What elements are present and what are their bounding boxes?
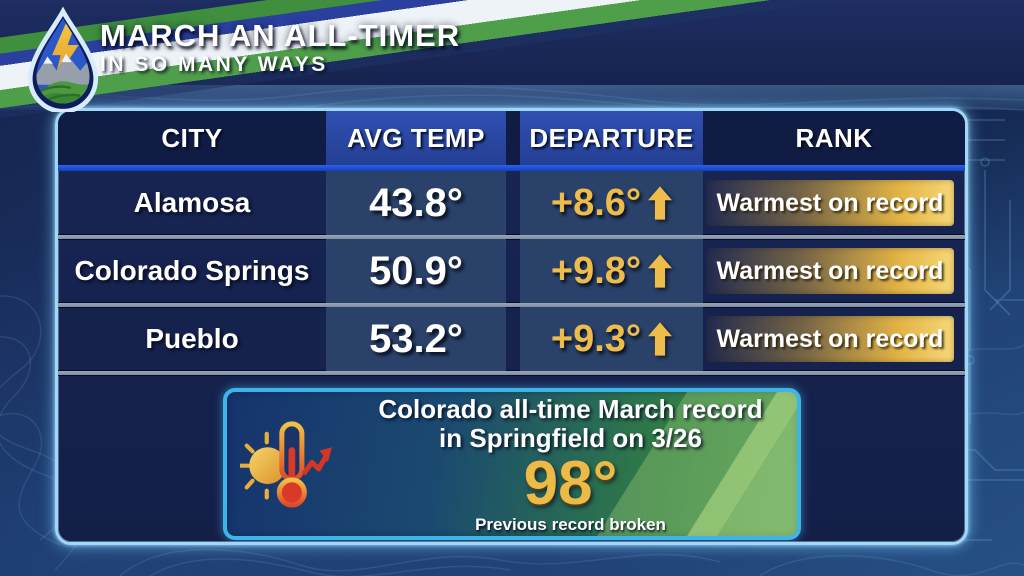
column-gap: [506, 307, 520, 371]
up-arrow-icon: [648, 254, 673, 288]
callout-line1: Colorado all-time March record: [378, 394, 763, 425]
record-temperature-value: 98°: [523, 448, 618, 518]
table-row-colorado-springs: Colorado Springs 50.9° +9.8° Warmest on …: [58, 239, 965, 303]
callout-icon-wrap: [227, 412, 345, 516]
column-header-city: CITY: [58, 111, 326, 165]
callout-text-block: Colorado all-time March record in Spring…: [345, 395, 797, 534]
header-banner: [0, 0, 1024, 142]
weather-drop-lightning-icon: [27, 6, 99, 112]
avg-temp-value: 53.2°: [369, 316, 463, 361]
rank-label: Warmest on record: [716, 324, 944, 353]
rank-label: Warmest on record: [716, 256, 944, 285]
sun-thermometer-rising-icon: [239, 421, 332, 508]
table-header-row: CITY AVG TEMP DEPARTURE RANK: [58, 111, 965, 165]
row-separator: [58, 235, 965, 239]
row-separator: [58, 371, 965, 375]
departure-value: +8.6°: [551, 182, 673, 225]
header-divider-line: [58, 165, 965, 171]
city-name: Alamosa: [133, 187, 251, 218]
headline: MARCH AN ALL-TIMER IN SO MANY WAYS: [100, 18, 461, 77]
column-header-avg-temp: AVG TEMP: [326, 111, 506, 165]
avg-temp-value: 43.8°: [369, 180, 463, 225]
weather-table-panel: CITY AVG TEMP DEPARTURE RANK Alamosa 43.…: [55, 108, 968, 545]
rank-badge: Warmest on record: [706, 316, 954, 362]
rank-badge: Warmest on record: [706, 248, 954, 294]
row-separator: [58, 303, 965, 307]
up-arrow-icon: [648, 322, 673, 356]
record-callout-box: Colorado all-time March record in Spring…: [222, 388, 801, 540]
column-gap: [506, 171, 520, 235]
avg-temp-value: 50.9°: [369, 248, 463, 293]
city-name: Colorado Springs: [74, 255, 310, 286]
departure-value: +9.3°: [551, 318, 673, 361]
rank-badge: Warmest on record: [706, 180, 954, 226]
column-header-rank: RANK: [703, 111, 965, 165]
table-row-pueblo: Pueblo 53.2° +9.3° Warmest on record: [58, 307, 965, 371]
headline-line2: IN SO MANY WAYS: [100, 53, 328, 77]
column-gap: [506, 111, 520, 165]
departure-value: +9.8°: [551, 250, 673, 293]
column-header-departure: DEPARTURE: [520, 111, 703, 165]
up-arrow-icon: [648, 186, 673, 220]
column-gap: [506, 239, 520, 303]
headline-line1: MARCH AN ALL-TIMER: [100, 18, 461, 53]
table-row-alamosa: Alamosa 43.8° +8.6° Warmest on record: [58, 171, 965, 235]
callout-line2: in Springfield on 3/26: [439, 423, 702, 454]
city-name: Pueblo: [145, 323, 239, 354]
rank-label: Warmest on record: [716, 188, 944, 217]
callout-footnote: Previous record broken: [475, 514, 666, 534]
